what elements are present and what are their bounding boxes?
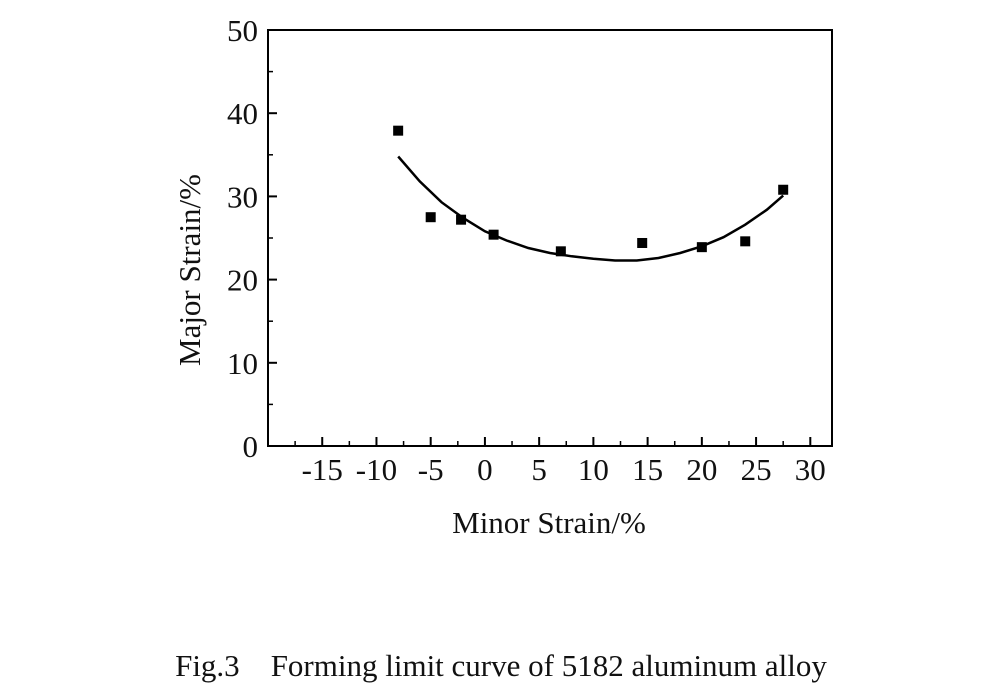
data-point [555,246,566,257]
y-tick-label: 30 [227,179,258,214]
data-point [696,242,707,253]
data-point [425,212,436,223]
y-axis-title: Major Strain/% [172,174,207,366]
data-point [740,236,751,247]
y-tick-label: 50 [227,13,258,48]
x-tick-label: -15 [302,452,343,487]
data-point [778,184,789,195]
plot-area: 0 10 20 30 40 50 -15 -10 -5 0 5 10 15 20 25 30 [227,13,833,487]
y-tick-label: 0 [243,429,259,464]
forming-limit-chart: 0 10 20 30 40 50 -15 -10 -5 0 5 10 15 20 25 30 Minor St… [172,13,833,540]
x-axis-title: Minor Strain/% [452,505,646,540]
data-point [393,125,404,136]
x-tick-label: 0 [477,452,493,487]
x-tick-label: 30 [795,452,826,487]
x-tick-label: 5 [531,452,547,487]
x-tick-label: -5 [418,452,444,487]
data-point [637,237,648,248]
caption-fig-label: Fig.3 [175,648,240,683]
fit-curve-line [397,155,785,262]
caption-text: Forming limit curve of 5182 aluminum all… [270,648,827,683]
data-point [488,229,499,240]
x-tick-label: 15 [632,452,663,487]
x-tick-label: 20 [686,452,717,487]
figure-caption: Fig.3 Forming limit curve of 5182 alumin… [0,648,1002,684]
data-point [456,214,467,225]
y-tick-label: 10 [227,346,258,381]
x-tick-label: 25 [741,452,772,487]
x-tick-label: 10 [578,452,609,487]
x-tick-label: -10 [356,452,397,487]
y-tick-label: 40 [227,96,258,131]
y-tick-label: 20 [227,263,258,298]
